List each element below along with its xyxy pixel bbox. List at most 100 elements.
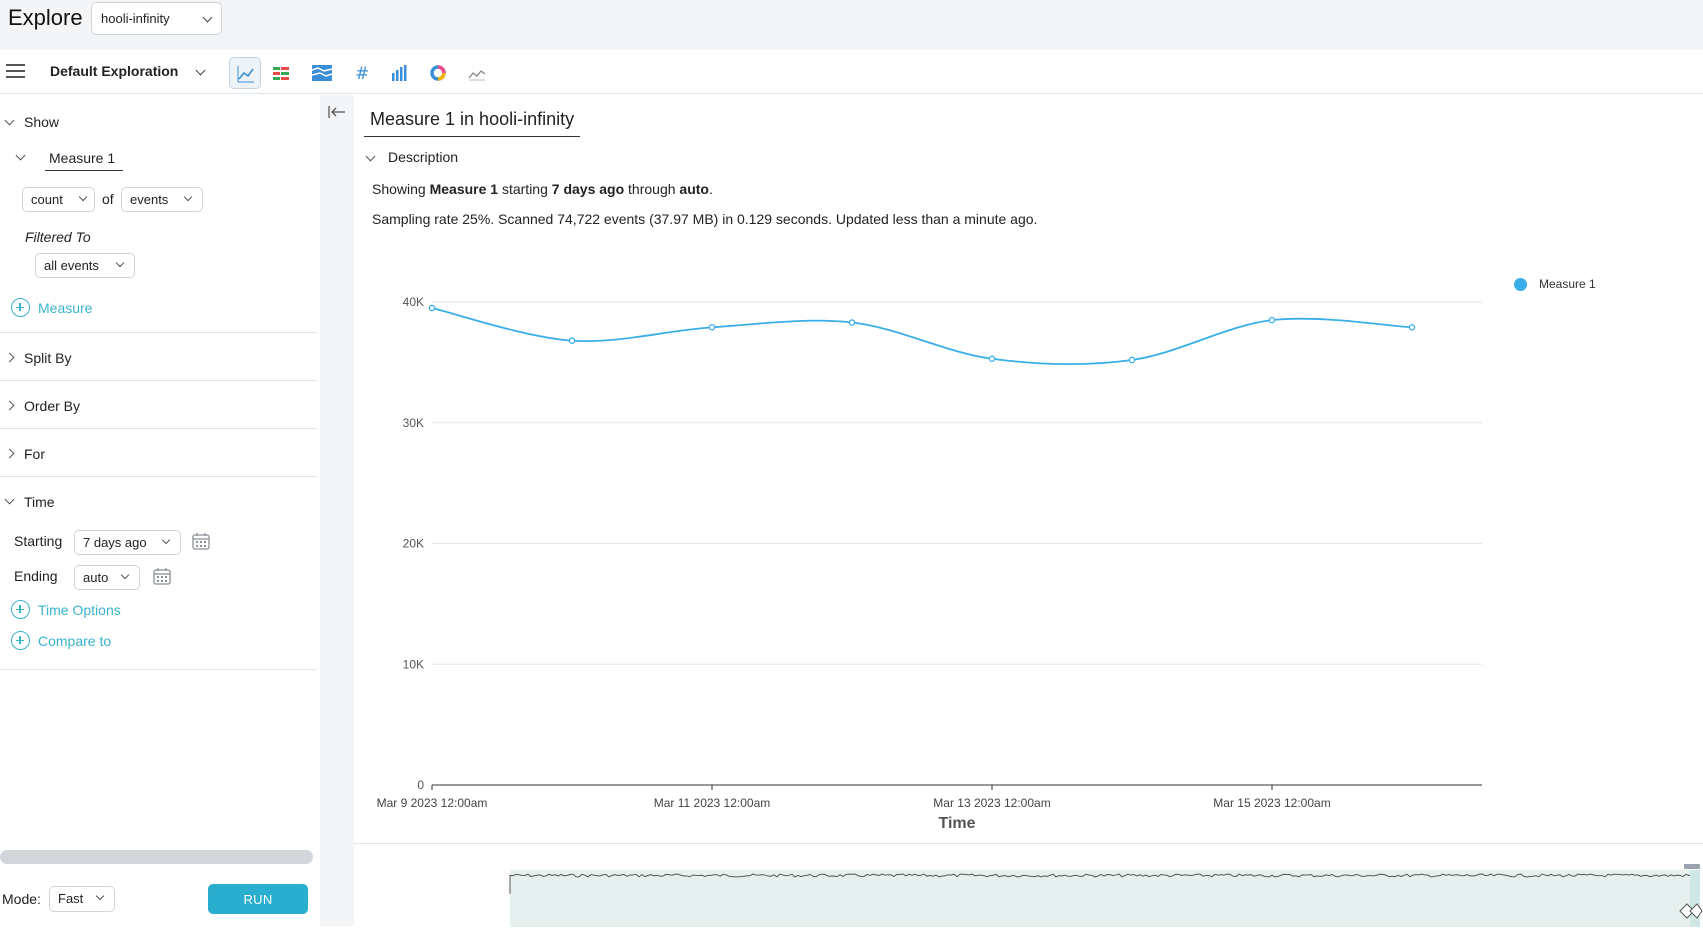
bar-chart-button[interactable] bbox=[383, 57, 415, 89]
description-toggle[interactable]: Description bbox=[388, 149, 459, 165]
sidebar-gutter bbox=[320, 95, 354, 926]
x-tick-label: Mar 13 2023 12:00am bbox=[933, 796, 1050, 810]
mode-select[interactable]: Fast bbox=[49, 886, 115, 912]
x-tick-label: Mar 11 2023 12:00am bbox=[654, 796, 771, 810]
divider bbox=[0, 669, 317, 670]
filter-select[interactable]: all events bbox=[35, 253, 135, 278]
ending-value: auto bbox=[83, 570, 109, 585]
series-line bbox=[431, 307, 1413, 366]
chevron-down-icon bbox=[115, 258, 125, 268]
for-section-header[interactable]: For bbox=[24, 446, 45, 462]
desc-text: Showing bbox=[372, 181, 426, 197]
sidebar-scrollbar[interactable] bbox=[0, 850, 313, 864]
line-chart-button[interactable] bbox=[229, 57, 261, 89]
divider bbox=[0, 380, 317, 381]
top-bar: Explore hooli-infinity bbox=[0, 0, 1703, 50]
bar-chart-icon bbox=[392, 65, 407, 81]
stacked-area-button[interactable] bbox=[305, 57, 337, 89]
overview-selection bbox=[1690, 870, 1700, 930]
chevron-right-icon[interactable] bbox=[4, 448, 15, 459]
filter-value: all events bbox=[44, 258, 99, 273]
calendar-icon[interactable] bbox=[153, 567, 171, 585]
chevron-down-icon[interactable] bbox=[4, 494, 15, 505]
table-icon bbox=[273, 67, 289, 80]
filtered-to-label: Filtered To bbox=[25, 229, 91, 245]
dataset-select[interactable]: hooli-infinity bbox=[91, 2, 222, 35]
calendar-icon[interactable] bbox=[192, 532, 210, 550]
exploration-name: Default Exploration bbox=[50, 63, 179, 79]
split-by-section-header[interactable]: Split By bbox=[24, 350, 72, 366]
compare-to-button[interactable]: Compare to bbox=[11, 631, 111, 650]
legend-label: Measure 1 bbox=[1539, 277, 1596, 291]
query-builder-sidebar: Show Measure 1 count of events Filtered … bbox=[0, 95, 318, 926]
legend-swatch bbox=[1514, 278, 1527, 291]
plus-icon bbox=[11, 631, 30, 650]
x-axis-label: Time bbox=[938, 815, 975, 832]
order-by-section-header[interactable]: Order By bbox=[24, 398, 81, 414]
chevron-down-icon bbox=[120, 570, 130, 580]
collapse-sidebar-icon[interactable] bbox=[328, 105, 346, 119]
ending-label: Ending bbox=[14, 568, 58, 584]
data-point bbox=[1268, 316, 1276, 324]
svg-text:#: # bbox=[355, 64, 369, 82]
chevron-down-icon[interactable] bbox=[195, 65, 206, 76]
aggregation-select[interactable]: count bbox=[22, 187, 95, 212]
data-point bbox=[708, 324, 716, 331]
ending-select[interactable]: auto bbox=[74, 565, 140, 590]
x-tick-label: Mar 15 2023 12:00am bbox=[1213, 796, 1330, 810]
time-section-header[interactable]: Time bbox=[24, 494, 55, 510]
chevron-down-icon[interactable] bbox=[365, 151, 376, 162]
y-tick-label: 30K bbox=[403, 416, 424, 430]
chevron-down-icon bbox=[95, 891, 105, 901]
overview-area bbox=[510, 870, 1692, 930]
chart-title[interactable]: Measure 1 in hooli-infinity bbox=[364, 106, 581, 137]
target-value: events bbox=[130, 192, 169, 207]
donut-button[interactable] bbox=[422, 57, 454, 89]
run-button[interactable]: RUN bbox=[208, 884, 308, 914]
donut-icon bbox=[430, 65, 446, 81]
data-point bbox=[428, 304, 436, 312]
number-button[interactable]: # bbox=[345, 57, 377, 89]
time-options-button[interactable]: Time Options bbox=[11, 600, 121, 619]
plus-icon bbox=[11, 298, 30, 317]
y-tick-label: 0 bbox=[417, 778, 424, 792]
stacked-area-icon bbox=[312, 65, 332, 81]
y-tick-label: 40K bbox=[403, 295, 424, 309]
description-summary: Showing Measure 1 starting 7 days ago th… bbox=[372, 181, 713, 197]
table-button[interactable] bbox=[265, 57, 297, 89]
y-tick-label: 10K bbox=[403, 657, 424, 671]
data-point bbox=[568, 337, 576, 344]
starting-select[interactable]: 7 days ago bbox=[74, 530, 181, 555]
overview-handle-top bbox=[1684, 864, 1700, 869]
data-point bbox=[848, 319, 856, 326]
toolbar: Default Exploration # bbox=[0, 50, 1703, 94]
description-stats: Sampling rate 25%. Scanned 74,722 events… bbox=[372, 211, 1038, 227]
target-select[interactable]: events bbox=[121, 187, 203, 212]
add-measure-button[interactable]: Measure bbox=[11, 298, 92, 317]
desc-text: through bbox=[628, 181, 676, 197]
divider bbox=[0, 476, 317, 477]
measure-name-field[interactable]: Measure 1 bbox=[45, 150, 123, 171]
show-section-header[interactable]: Show bbox=[24, 114, 60, 130]
chevron-down-icon[interactable] bbox=[15, 150, 26, 161]
chevron-down-icon[interactable] bbox=[4, 115, 15, 126]
chevron-down-icon bbox=[183, 192, 193, 202]
sparkline-button[interactable] bbox=[461, 57, 493, 89]
line-chart[interactable]: 0 10K 20K 30K 40K Mar 9 2023 12:00am Mar 11 20… bbox=[360, 280, 1500, 836]
chevron-right-icon[interactable] bbox=[4, 352, 15, 363]
add-measure-label: Measure bbox=[38, 300, 93, 316]
overview-handle-right bbox=[1689, 903, 1703, 919]
divider bbox=[0, 428, 317, 429]
menu-icon[interactable] bbox=[6, 64, 25, 78]
x-tick-label: Mar 9 2023 12:00am bbox=[377, 796, 488, 810]
plus-icon bbox=[11, 600, 30, 619]
chevron-down-icon bbox=[202, 12, 213, 23]
overview-sparkline[interactable] bbox=[354, 844, 1703, 930]
chevron-down-icon bbox=[78, 192, 88, 202]
desc-text: starting bbox=[501, 181, 548, 197]
chevron-right-icon[interactable] bbox=[4, 400, 15, 411]
desc-measure: Measure 1 bbox=[429, 181, 499, 197]
time-overview[interactable] bbox=[354, 843, 1703, 930]
exploration-select[interactable]: Default Exploration bbox=[50, 63, 178, 79]
desc-period: . bbox=[708, 181, 713, 197]
